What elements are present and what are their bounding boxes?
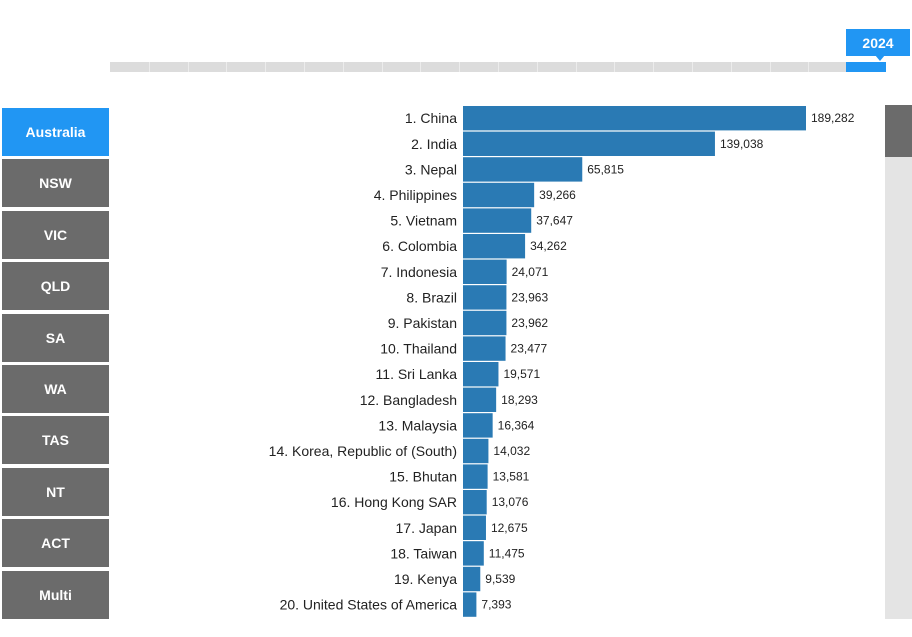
value-label: 19,571	[503, 367, 540, 381]
category-label: 7. Indonesia	[381, 264, 457, 280]
bar	[463, 310, 507, 336]
bar	[463, 234, 526, 259]
timeline-tick	[730, 62, 732, 72]
region-button-tas[interactable]: TAS	[2, 416, 109, 465]
category-label: 12. Bangladesh	[360, 392, 457, 408]
value-label: 24,071	[512, 265, 549, 279]
category-label: 13. Malaysia	[378, 417, 457, 433]
bar	[463, 515, 486, 540]
value-label: 11,475	[489, 546, 525, 560]
timeline-tick	[226, 62, 228, 72]
region-button-qld[interactable]: QLD	[2, 262, 109, 311]
bar	[463, 438, 489, 464]
value-label: 23,477	[511, 342, 548, 356]
timeline-tick	[304, 62, 305, 72]
bar	[463, 259, 507, 284]
bar	[463, 285, 507, 310]
region-button-vic[interactable]: VIC	[2, 210, 109, 259]
value-label: 14,032	[493, 444, 530, 458]
timeline-tick	[459, 62, 461, 72]
value-label: 18,293	[501, 393, 538, 407]
value-label: 13,581	[493, 470, 530, 484]
bar	[463, 208, 532, 233]
value-label: 12,675	[491, 521, 528, 535]
timeline-tick	[575, 62, 577, 72]
bar-chart: 1. China 189,282 2. India 139,038 3. Nepal 65…	[269, 106, 855, 617]
category-label: 5. Vietnam	[390, 213, 457, 229]
bar	[463, 387, 497, 412]
year-badge: 2024	[846, 29, 910, 56]
value-label: 13,076	[492, 495, 529, 509]
value-label: 189,282	[811, 111, 855, 125]
bar	[463, 464, 488, 489]
timeline-tick	[498, 62, 499, 72]
category-label: 11. Sri Lanka	[376, 366, 458, 382]
bar	[463, 157, 583, 182]
bar	[463, 413, 493, 438]
value-label: 9,539	[485, 572, 515, 586]
value-label: 23,963	[511, 290, 548, 304]
category-label: 2. India	[411, 136, 457, 152]
region-button-wa[interactable]: WA	[2, 364, 109, 413]
bar	[463, 106, 806, 131]
bar	[463, 182, 535, 208]
value-label: 7,393	[481, 598, 511, 612]
value-label: 37,647	[536, 214, 573, 228]
region-button-nsw[interactable]: NSW	[2, 159, 109, 208]
bar	[463, 490, 487, 515]
category-label: 1. China	[405, 110, 457, 126]
category-label: 18. Taiwan	[390, 545, 457, 561]
timeline-tick	[342, 62, 344, 72]
category-label: 6. Colombia	[382, 238, 457, 254]
category-label: 19. Kenya	[394, 571, 457, 587]
category-label: 8. Brazil	[406, 289, 457, 305]
timeline-tick	[381, 62, 383, 72]
timeline-slider-track[interactable]	[110, 62, 886, 72]
category-label: 9. Pakistan	[388, 315, 457, 331]
value-label: 139,038	[720, 137, 764, 151]
region-button-australia[interactable]: Australia	[2, 108, 109, 156]
value-label: 23,962	[511, 316, 548, 330]
timeline-tick	[265, 62, 267, 72]
category-label: 4. Philippines	[374, 187, 457, 203]
region-button-multi[interactable]: Multi	[2, 570, 109, 619]
timeline-tick	[187, 62, 189, 72]
scrollbar-track[interactable]	[885, 105, 912, 619]
timeline-tick	[420, 62, 422, 72]
value-label: 34,262	[530, 239, 567, 253]
bar	[463, 336, 506, 361]
category-label: 16. Hong Kong SAR	[331, 494, 457, 510]
timeline-tick	[614, 62, 616, 72]
bar	[463, 592, 477, 617]
region-button-sa[interactable]: SA	[2, 313, 109, 362]
timeline-tick	[536, 62, 538, 72]
category-label: 14. Korea, Republic of (South)	[269, 443, 457, 459]
region-button-act[interactable]: ACT	[2, 519, 109, 568]
category-label: 17. Japan	[396, 520, 458, 536]
value-label: 16,364	[498, 418, 535, 432]
bar	[463, 131, 715, 156]
scrollbar-thumb[interactable]	[885, 105, 912, 157]
category-label: 3. Nepal	[405, 161, 457, 177]
region-menu: Australia NSW VIC QLD SA WA TAS NT ACT Multi	[2, 108, 109, 622]
timeline-tick	[692, 62, 693, 72]
bar	[463, 362, 499, 387]
region-button-nt[interactable]: NT	[2, 467, 109, 516]
year-badge-pointer	[875, 55, 885, 61]
timeline-tick	[148, 62, 150, 72]
value-label: 39,266	[539, 188, 576, 202]
bar	[463, 541, 484, 566]
category-label: 10. Thailand	[380, 341, 457, 357]
category-label: 15. Bhutan	[389, 469, 457, 485]
value-label: 65,815	[587, 162, 624, 176]
timeline-tick	[808, 62, 810, 72]
timeline-tick	[769, 62, 771, 72]
category-label: 20. United States of America	[280, 597, 458, 613]
timeline-slider-handle[interactable]	[846, 62, 886, 72]
timeline-tick	[653, 62, 655, 72]
bar	[463, 566, 481, 592]
